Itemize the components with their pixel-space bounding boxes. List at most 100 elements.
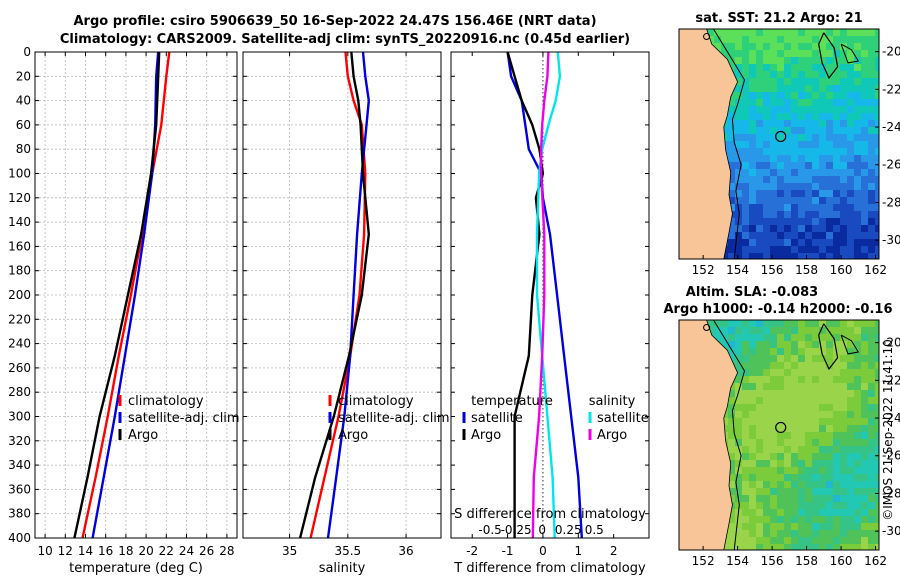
x-tick-label: 152	[692, 263, 715, 277]
legend-label: Argo	[471, 428, 501, 443]
y-tick-label: 120	[8, 191, 31, 205]
x-tick-label: 12	[58, 544, 73, 558]
x-tick-label: 152	[692, 554, 715, 568]
x-axis-label: T difference from climatology	[453, 561, 646, 576]
y-tick-label: -24	[882, 120, 900, 134]
legend-label: satellite-adj. clim	[128, 411, 240, 426]
legend-label: satellite	[597, 411, 649, 426]
map-field	[679, 320, 879, 550]
y-tick-label: 260	[8, 361, 31, 375]
y-tick-label: -24	[882, 411, 900, 425]
title-line-2: Climatology: CARS2009. Satellite-adj cli…	[59, 32, 631, 47]
legend-title: salinity	[589, 394, 636, 409]
secondary-axis-label: S difference from climatology	[454, 507, 646, 522]
series-line-s-argo	[531, 51, 550, 539]
island-contour	[703, 324, 711, 332]
x-tick-label: 1	[574, 544, 582, 558]
legend-label: Argo	[597, 428, 627, 443]
y-tick-label: 140	[8, 215, 31, 229]
reef-contour	[818, 323, 839, 371]
series-line-satellite-adj-clim	[91, 51, 160, 539]
map-title-argo-heights: Argo h1000: -0.14 h2000: -0.16	[663, 302, 892, 317]
x-tick-label: 158	[795, 554, 818, 568]
y-tick-label: -22	[882, 373, 900, 387]
y-tick-label: 240	[8, 337, 31, 351]
x-tick-label: 24	[179, 544, 194, 558]
x-tick-label: 156	[761, 263, 784, 277]
x-tick-label: 16	[98, 544, 113, 558]
argo-position-marker	[775, 421, 787, 434]
secondary-tick-label: 0.5	[585, 523, 604, 537]
reef-contour	[840, 334, 860, 355]
y-tick-label: 60	[16, 118, 31, 132]
x-tick-label: 14	[78, 544, 93, 558]
y-tick-label: 340	[8, 458, 31, 472]
y-tick-label: 400	[8, 531, 31, 545]
series-line-satellite-adj-clim	[326, 51, 370, 539]
legend-label: climatology	[338, 394, 414, 409]
legend-title: temperature	[471, 394, 553, 409]
legend-label: satellite	[471, 411, 523, 426]
x-tick-label: 35	[282, 544, 297, 558]
series-line-s-satellite	[535, 51, 562, 539]
x-tick-label: -2	[466, 544, 478, 558]
y-tick-label: -22	[882, 82, 900, 96]
y-tick-label: -30	[882, 524, 900, 538]
series-line-climatology	[81, 51, 171, 539]
land-area	[679, 320, 739, 550]
series-line-t-argo	[506, 51, 545, 538]
reef-contour	[818, 32, 839, 80]
y-tick-label: 300	[8, 410, 31, 424]
x-tick-label: 0	[539, 544, 547, 558]
y-tick-label: 0	[23, 45, 31, 59]
x-tick-label: 154	[726, 554, 749, 568]
y-tick-label: 100	[8, 167, 31, 181]
x-tick-label: 162	[864, 554, 887, 568]
y-tick-label: 180	[8, 264, 31, 278]
axes-box	[450, 51, 650, 539]
y-tick-label: 380	[8, 507, 31, 521]
map-frame	[678, 319, 880, 551]
y-tick-label: 220	[8, 312, 31, 326]
x-axis-label: temperature (deg C)	[69, 561, 203, 576]
map-field	[679, 29, 879, 259]
x-tick-label: 154	[726, 263, 749, 277]
y-tick-label: 280	[8, 385, 31, 399]
depth-contour	[713, 320, 746, 550]
secondary-tick-label: -0.5	[478, 523, 501, 537]
x-tick-label: 162	[864, 263, 887, 277]
y-tick-label: 20	[16, 69, 31, 83]
y-tick-label: -30	[882, 233, 900, 247]
y-tick-label: 80	[16, 142, 31, 156]
secondary-tick-label: 0	[538, 523, 546, 537]
reef-contour	[840, 43, 860, 64]
y-tick-label: 160	[8, 239, 31, 253]
series-line-argo	[73, 51, 161, 539]
map-title-sla: Altim. SLA: -0.083	[686, 285, 818, 300]
x-tick-label: 26	[199, 544, 214, 558]
title-line-1: Argo profile: csiro 5906639_50 16-Sep-20…	[73, 14, 597, 29]
x-tick-label: 36	[398, 544, 413, 558]
y-tick-label: -28	[882, 195, 900, 209]
x-tick-label: -1	[502, 544, 514, 558]
secondary-tick-label: 0.25	[555, 523, 582, 537]
y-tick-label: -20	[882, 336, 900, 350]
map-title-sst: sat. SST: 21.2 Argo: 21	[695, 11, 862, 26]
y-tick-label: 40	[16, 94, 31, 108]
x-tick-label: 2	[610, 544, 618, 558]
land-area	[679, 29, 739, 259]
y-tick-label: 200	[8, 288, 31, 302]
x-tick-label: 10	[37, 544, 52, 558]
y-tick-label: -26	[882, 449, 900, 463]
x-tick-label: 18	[118, 544, 133, 558]
series-line-climatology	[309, 51, 367, 539]
x-tick-label: 160	[830, 263, 853, 277]
map-frame	[678, 28, 880, 260]
y-tick-label: 360	[8, 482, 31, 496]
y-tick-label: 320	[8, 434, 31, 448]
legend-label: Argo	[128, 428, 158, 443]
y-tick-label: -28	[882, 486, 900, 500]
depth-contour	[713, 29, 746, 259]
